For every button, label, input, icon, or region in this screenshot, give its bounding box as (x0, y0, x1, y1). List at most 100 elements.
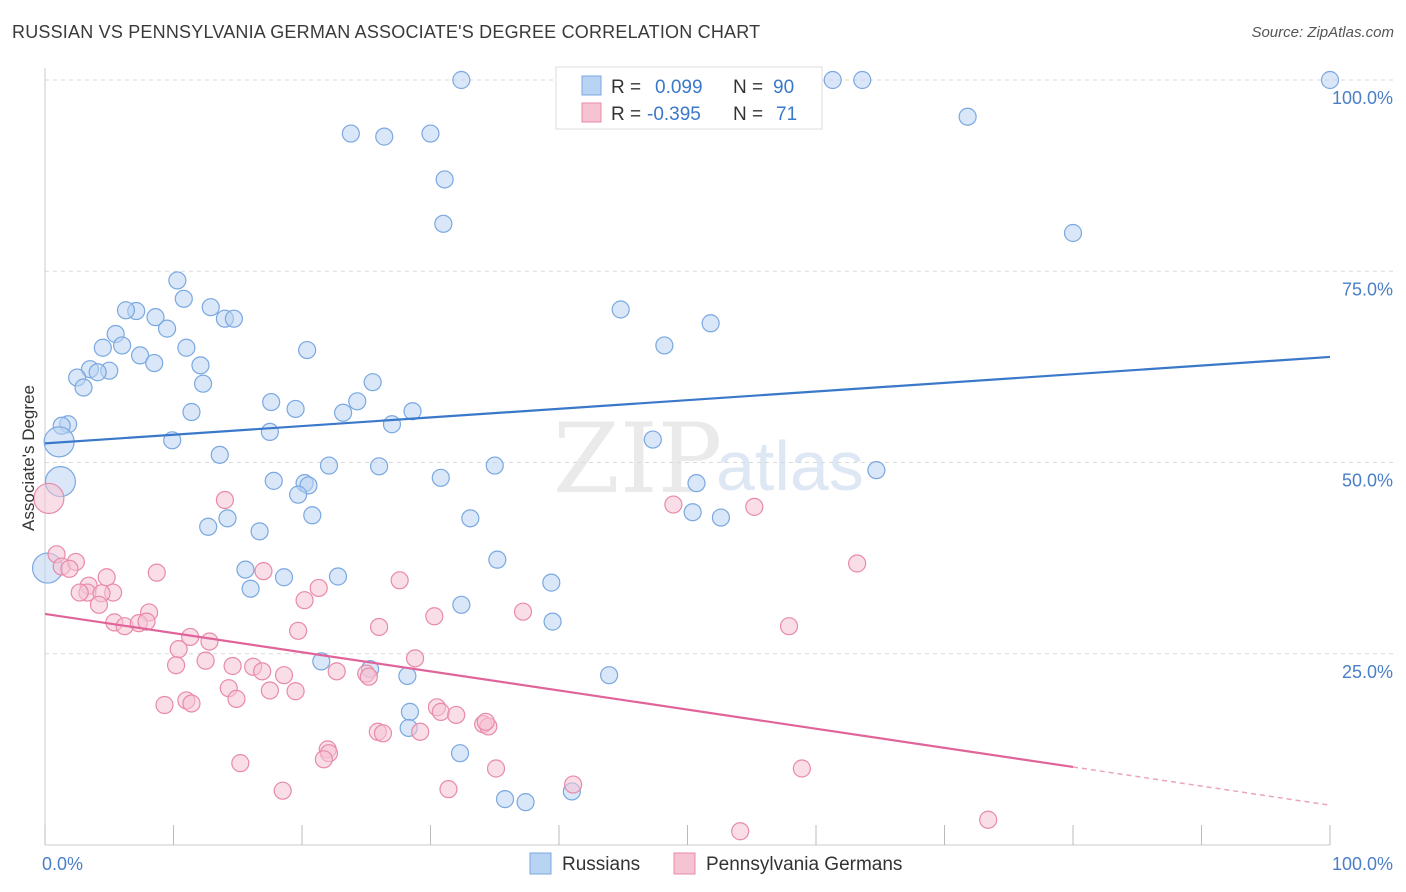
russian-point (398, 666, 417, 686)
pa-german-point (182, 694, 201, 713)
legend-n-label-2: N = (733, 104, 763, 125)
russian-point (421, 124, 440, 143)
russian-point (341, 124, 360, 143)
russian-point (542, 573, 561, 592)
x-tick-label: 0.0% (42, 854, 83, 874)
pa-german-point (792, 759, 811, 778)
y-tick-label: 100.0% (1332, 88, 1393, 108)
pa-german-point (33, 482, 65, 515)
russian-point (88, 363, 107, 382)
pa-german-point (731, 822, 750, 841)
legend-swatch-russians (581, 75, 602, 96)
pa-german-point (289, 621, 308, 640)
russian-point (145, 353, 164, 373)
pa-german-point (295, 591, 314, 610)
russian-point (687, 474, 706, 493)
pa-german-point (147, 563, 166, 582)
russian-point (168, 271, 187, 290)
russian-point (611, 300, 630, 319)
russian-point (112, 336, 132, 355)
russian-point (958, 107, 977, 126)
russian-point (711, 508, 731, 527)
watermark-zip: ZIP (553, 403, 722, 515)
chart-title: RUSSIAN VS PENNSYLVANIA GERMAN ASSOCIATE… (12, 22, 761, 42)
russian-point (683, 503, 702, 522)
russian-point (241, 579, 260, 598)
russian-point (363, 373, 382, 392)
y-tick-label: 75.0% (1342, 279, 1393, 299)
russian-point (435, 170, 454, 189)
pa-german-point (447, 705, 466, 725)
russian-point (191, 356, 210, 375)
russian-point (312, 652, 331, 671)
russian-point (1320, 70, 1340, 90)
pa-german-point (60, 559, 79, 578)
russian-point (262, 392, 281, 412)
russian-point (543, 612, 562, 631)
pa-german-point (260, 681, 279, 700)
watermark-atlas: atlas (716, 427, 864, 505)
russian-point (461, 509, 480, 528)
pa-german-point (273, 781, 292, 800)
russian-point (274, 568, 294, 587)
russian-point (289, 485, 308, 504)
pa-german-point (405, 649, 425, 668)
russian-point (182, 402, 201, 422)
russian-point (74, 378, 93, 397)
russian-point (130, 346, 150, 365)
legend-r-label-2: R = (611, 104, 641, 125)
pa-german-point (327, 662, 346, 681)
pa-german-point (848, 554, 867, 573)
pa-german-point (70, 583, 89, 602)
pa-german-point (227, 689, 246, 708)
pa-german-point (373, 724, 393, 743)
pa-germans-trend-line (44, 612, 1074, 769)
russian-point (298, 340, 317, 360)
russian-point (375, 127, 394, 146)
russian-point (174, 289, 193, 308)
russian-point (93, 338, 112, 357)
russian-point (1063, 223, 1083, 243)
russian-point (250, 522, 269, 541)
pa-german-point (486, 759, 506, 778)
russian-point (236, 560, 255, 579)
bottom-legend-pa-germans: Pennsylvania Germans (706, 854, 902, 875)
russian-point (600, 666, 619, 685)
russian-point (286, 399, 305, 419)
pa-german-point (513, 602, 533, 621)
pa-german-point (476, 712, 495, 731)
pa-german-point (431, 702, 450, 721)
legend-swatch-pa-germans (581, 102, 602, 123)
trend-lines (44, 355, 1331, 806)
pa-german-point (253, 662, 272, 681)
x-tick-label: 100.0% (1332, 854, 1393, 874)
pa-german-point (411, 722, 430, 741)
bottom-legend-russians: Russians (562, 854, 640, 875)
russian-point (177, 338, 196, 357)
russian-point (488, 550, 507, 569)
bottom-swatch-russians (529, 852, 552, 875)
russian-point (853, 70, 872, 90)
legend-r-label-1: R = (611, 77, 641, 98)
pa-german-point (425, 607, 444, 626)
pa-german-point (359, 667, 378, 686)
russian-point (382, 415, 402, 434)
pa-german-point (274, 666, 294, 685)
russian-point (319, 456, 339, 475)
russian-point (823, 70, 842, 90)
bottom-swatch-pa-germans (673, 852, 696, 875)
russian-point (450, 744, 470, 763)
pa-german-point (254, 562, 273, 581)
russians-points (31, 70, 1340, 812)
pa-german-point (286, 682, 305, 701)
russian-point (199, 517, 218, 536)
y-tick-label: 25.0% (1342, 662, 1393, 682)
pa-german-point (196, 651, 215, 670)
russian-point (264, 471, 283, 490)
pa-german-point (169, 640, 188, 659)
pa-german-point (564, 775, 583, 794)
pa-german-point (664, 495, 683, 514)
pa-german-point (439, 780, 458, 799)
pa-germans-trend-extension (1072, 766, 1331, 806)
russian-point (193, 374, 213, 393)
